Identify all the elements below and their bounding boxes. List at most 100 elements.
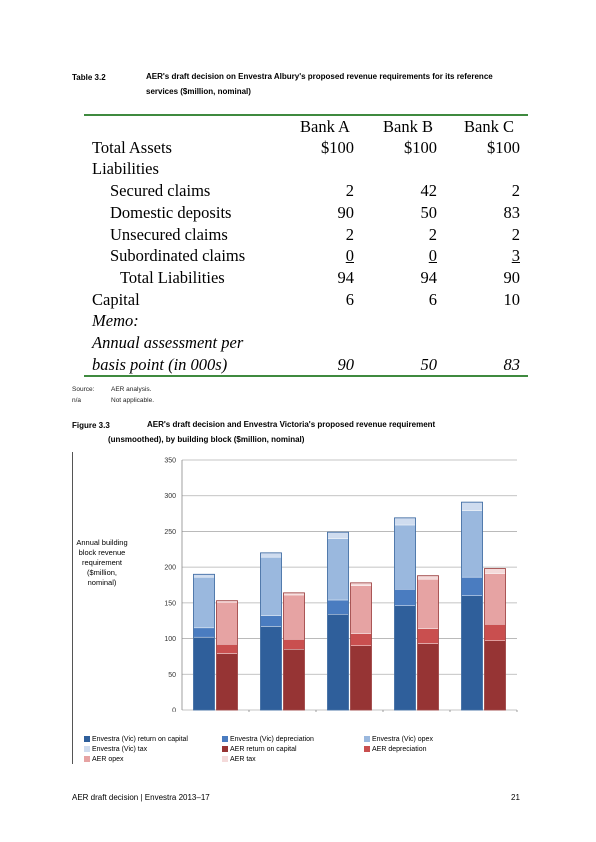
cell: 90 bbox=[337, 203, 355, 222]
legend-item: AER tax bbox=[222, 756, 256, 763]
bar-segment bbox=[193, 574, 215, 578]
cell: 2 bbox=[345, 181, 354, 200]
bar-outline bbox=[417, 575, 439, 711]
bar-segment bbox=[461, 576, 483, 596]
legend-item: AER return on capital bbox=[222, 746, 297, 753]
table-row: Total Liabilities 94 94 90 bbox=[84, 268, 528, 290]
bar-outline bbox=[260, 552, 282, 711]
cell: 6 bbox=[345, 290, 354, 309]
row-label: Unsecured claims bbox=[110, 225, 228, 244]
legend-item: AER depreciation bbox=[364, 746, 426, 753]
bar-segment bbox=[327, 538, 349, 601]
legend-label: Envestra (Vic) tax bbox=[92, 746, 148, 753]
table-row: Annual assessment per bbox=[84, 333, 528, 355]
bar-segment bbox=[394, 517, 416, 526]
y-axis-title: Annual building block revenue requiremen… bbox=[76, 538, 128, 587]
bar-segment bbox=[417, 628, 439, 644]
bar-segment bbox=[417, 643, 439, 711]
y-tick-label: 50 bbox=[168, 672, 176, 679]
cell: $100 bbox=[404, 138, 437, 157]
y-tick-label: 250 bbox=[164, 529, 176, 536]
na-label: n/a bbox=[72, 397, 82, 404]
table-row: Total Assets $100 $100 $100 bbox=[84, 138, 528, 160]
bar-segment bbox=[394, 605, 416, 711]
table-row: Unsecured claims 2 2 2 bbox=[84, 225, 528, 247]
table-row: Subordinated claims 0 0 3 bbox=[84, 246, 528, 268]
row-label: basis point (in 000s) bbox=[92, 355, 228, 374]
table-caption-line1: AER's draft decision on Envestra Albury'… bbox=[146, 72, 493, 81]
cell: 42 bbox=[420, 181, 438, 200]
bar-segment bbox=[417, 579, 439, 629]
cell: 83 bbox=[503, 203, 521, 222]
bar-segment bbox=[484, 624, 506, 641]
table-row: Domestic deposits 90 50 83 bbox=[84, 203, 528, 225]
table-top-rule bbox=[84, 114, 528, 116]
row-label: Liabilities bbox=[92, 159, 159, 178]
bar-segment bbox=[193, 627, 215, 638]
bar-outline bbox=[394, 517, 416, 711]
cell: 3 bbox=[511, 246, 520, 265]
bar-segment bbox=[327, 531, 349, 539]
legend-swatch bbox=[364, 736, 370, 743]
bar-segment bbox=[394, 524, 416, 590]
table-header-row: Bank A Bank B Bank C bbox=[84, 117, 528, 139]
row-label: Memo: bbox=[92, 311, 139, 330]
legend-swatch bbox=[84, 746, 90, 753]
legend-label: AER opex bbox=[92, 756, 124, 763]
bar-segment bbox=[260, 626, 282, 711]
row-label: Capital bbox=[92, 290, 140, 309]
cell: 2 bbox=[428, 225, 437, 244]
page-number: 21 bbox=[511, 793, 520, 802]
figure-caption-label: Figure 3.3 bbox=[72, 421, 110, 430]
source-label: Source: bbox=[72, 386, 95, 393]
bar-segment bbox=[260, 615, 282, 627]
bar-segment bbox=[193, 576, 215, 629]
legend-swatch bbox=[222, 756, 228, 763]
cell: 83 bbox=[503, 355, 521, 374]
bar-segment bbox=[216, 601, 238, 645]
legend-label: Envestra (Vic) opex bbox=[372, 736, 433, 743]
legend-item: Envestra (Vic) opex bbox=[364, 736, 433, 743]
table-row: Liabilities bbox=[84, 159, 528, 181]
legend-swatch bbox=[364, 746, 370, 753]
cell: 10 bbox=[503, 290, 521, 309]
bar-outline bbox=[193, 573, 215, 711]
row-label: Total Assets bbox=[92, 138, 172, 157]
y-tick-label: 350 bbox=[164, 458, 176, 465]
bar-segment bbox=[193, 636, 215, 711]
figure-caption: AER's draft decision and Envestra Victor… bbox=[108, 417, 528, 447]
cell: 50 bbox=[420, 355, 438, 374]
bar-segment bbox=[260, 556, 282, 616]
bar-segment bbox=[283, 649, 305, 711]
cell: 0 bbox=[345, 246, 354, 265]
figure-caption-line2: (unsmoothed), by building block ($millio… bbox=[108, 435, 305, 444]
bar-outline bbox=[327, 531, 349, 711]
cell: 94 bbox=[420, 268, 438, 287]
cell: 90 bbox=[503, 268, 521, 287]
row-label: Domestic deposits bbox=[110, 203, 232, 222]
bar-segment bbox=[283, 594, 305, 640]
footer-title: AER draft decision | Envestra 2013–17 bbox=[72, 793, 210, 802]
bar-segment bbox=[216, 644, 238, 654]
bar-segment bbox=[417, 575, 439, 580]
legend-swatch bbox=[84, 736, 90, 743]
bar-outline bbox=[283, 592, 305, 711]
y-tick-label: 0 bbox=[172, 708, 176, 713]
legend-label: AER tax bbox=[230, 756, 256, 763]
source-text: AER analysis. bbox=[111, 386, 152, 393]
figure-left-border bbox=[72, 452, 73, 764]
y-tick-label: 200 bbox=[164, 565, 176, 572]
legend-item: Envestra (Vic) return on capital bbox=[84, 736, 188, 743]
cell: $100 bbox=[321, 138, 354, 157]
row-label: Secured claims bbox=[110, 181, 211, 200]
chart-plot: 0501001502002503003502013201420152016201… bbox=[164, 458, 518, 713]
bar-segment bbox=[327, 599, 349, 615]
table-caption-label: Table 3.2 bbox=[72, 73, 106, 82]
row-label: Total Liabilities bbox=[120, 268, 225, 287]
bar-segment bbox=[350, 645, 372, 711]
cell: 2 bbox=[511, 225, 520, 244]
bar-segment bbox=[484, 573, 506, 625]
y-tick-label: 100 bbox=[164, 636, 176, 643]
legend-item: Envestra (Vic) depreciation bbox=[222, 736, 314, 743]
row-label: Subordinated claims bbox=[110, 246, 246, 265]
